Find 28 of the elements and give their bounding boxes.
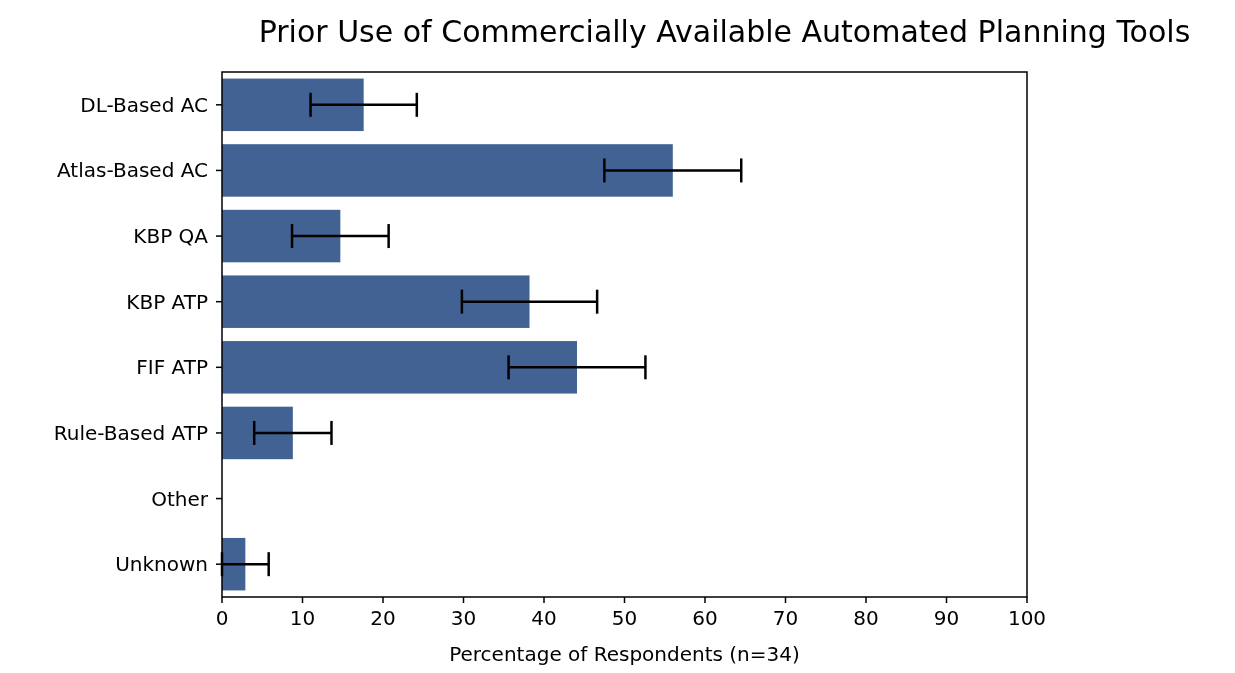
bar [222,78,364,132]
x-tick-label: 30 [450,606,477,630]
x-axis-title: Percentage of Respondents (n=34) [449,642,800,666]
bar [222,209,341,263]
y-tick-label: FIF ATP [136,355,208,380]
x-tick-label: 90 [933,606,960,630]
y-tick-label: Rule-Based ATP [53,420,208,445]
x-tick-label: 0 [215,606,229,630]
chart-title: Prior Use of Commercially Available Automated Planning Tools [258,14,1191,49]
x-tick-label: 40 [531,606,557,630]
x-tick-label: 50 [611,606,638,630]
x-tick-label: 80 [853,606,879,630]
x-tick-label: 10 [289,606,316,630]
y-tick-label: Atlas-Based AC [57,158,208,183]
bar [222,144,673,197]
bar [222,341,578,394]
y-tick-label: Other [151,486,209,511]
bar [222,537,246,591]
y-tick-label: Unknown [115,552,208,577]
y-tick-label: KBP QA [133,224,209,249]
x-tick-label: 100 [1007,606,1047,630]
y-tick-label: DL-Based AC [80,92,208,117]
y-tick-label: KBP ATP [126,289,208,314]
x-tick-label: 60 [692,606,718,630]
x-tick-label: 70 [772,606,799,630]
x-tick-label: 20 [370,606,396,630]
bar [222,406,293,460]
bar [222,275,530,328]
